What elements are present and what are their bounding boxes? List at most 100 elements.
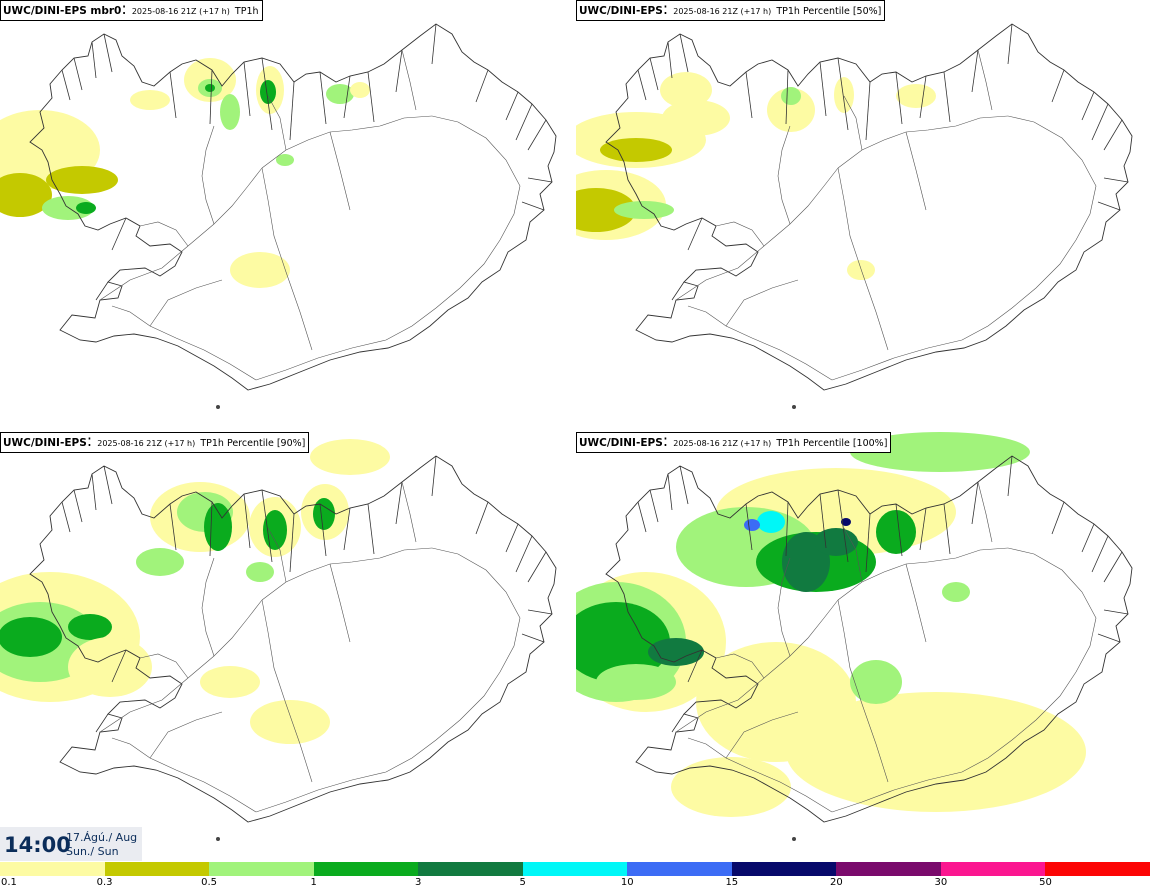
road-line	[255, 239, 501, 381]
panel-title: UWC/DINI-EPS: 2025-08-16 21Z (+17 h) TP1…	[576, 0, 886, 21]
panel-variable-label: TP1h Percentile [50%]	[776, 6, 882, 17]
precipitation-map	[576, 23, 1133, 409]
fjord-line	[475, 501, 489, 535]
precip-field	[0, 58, 370, 288]
precip-area	[847, 260, 875, 280]
fjord-line	[103, 465, 113, 505]
coastline	[29, 23, 557, 391]
fjord-line	[209, 69, 213, 125]
road-line	[905, 563, 927, 643]
legend-tick-label: 20	[829, 877, 843, 888]
fjord-line	[243, 493, 251, 549]
fjord-line	[1091, 535, 1109, 573]
fjord-line	[91, 41, 97, 79]
fjord-line	[865, 513, 871, 573]
island-marker	[792, 405, 796, 409]
precip-area	[576, 602, 670, 682]
panel-date-label: 2025-08-16 21Z (+17 h)	[673, 7, 772, 16]
island-marker	[792, 837, 796, 841]
precipitation-map	[0, 439, 557, 841]
coastline	[605, 455, 1133, 823]
road-line	[261, 167, 313, 351]
fjord-line	[667, 41, 673, 79]
road-line	[99, 599, 263, 733]
road-line	[843, 527, 863, 583]
map-panel-p90: UWC/DINI-EPS: 2025-08-16 21Z (+17 h) TP1…	[0, 432, 574, 862]
road-line	[401, 49, 417, 111]
fjord-line	[343, 507, 351, 551]
fjord-line	[971, 481, 979, 525]
road-line	[329, 563, 351, 643]
legend-swatch	[522, 862, 628, 876]
precip-field	[576, 432, 1086, 817]
panel-title: UWC/DINI-EPS: 2025-08-16 21Z (+17 h) TP1…	[0, 432, 310, 453]
legend-swatch	[627, 862, 733, 876]
precipitation-map	[0, 23, 557, 409]
fjord-line	[431, 455, 437, 497]
road-line	[977, 481, 993, 543]
fjord-line	[505, 523, 519, 553]
legend-tick-label: 30	[934, 877, 948, 888]
fjord-line	[895, 503, 903, 557]
fjord-line	[527, 609, 553, 615]
map-panel-p100: UWC/DINI-EPS: 2025-08-16 21Z (+17 h) TP1…	[576, 432, 1150, 862]
road-line	[687, 737, 833, 813]
precip-area	[0, 617, 62, 657]
valid-time-box: 14:00 17.Ágú./ Aug Sun./ Sun	[0, 827, 142, 861]
precip-area	[814, 528, 858, 556]
map-panel-mbr0: UWC/DINI-EPS mbr0: 2025-08-16 21Z (+17 h…	[0, 0, 574, 430]
road-line	[139, 653, 189, 679]
precip-area	[313, 498, 335, 530]
fjord-line	[505, 91, 519, 121]
fjord-line	[103, 33, 113, 73]
precip-area	[576, 188, 636, 232]
road-line	[837, 167, 889, 351]
precip-area	[662, 100, 730, 136]
fjord-line	[515, 103, 533, 141]
fjord-line	[61, 69, 71, 101]
fjord-line	[367, 503, 375, 555]
precip-area	[781, 87, 801, 105]
valid-day: Sun./ Sun	[66, 845, 119, 858]
road-line	[201, 125, 215, 225]
fjord-line	[649, 57, 659, 91]
road-line	[431, 115, 521, 241]
precip-area	[136, 548, 184, 576]
road-line	[715, 653, 765, 679]
precip-area	[46, 166, 118, 194]
fjord-line	[521, 633, 545, 643]
road-line	[905, 131, 927, 211]
fjord-line	[395, 49, 403, 93]
road-network	[675, 49, 1097, 381]
road-network	[99, 49, 521, 381]
legend-swatch	[0, 862, 106, 876]
panel-date-label: 2025-08-16 21Z (+17 h)	[131, 7, 230, 16]
panel-variable-label: TP1h	[234, 6, 259, 17]
precip-field	[0, 439, 390, 744]
road-line	[725, 711, 799, 759]
fjord-line	[1103, 177, 1129, 183]
road-line	[267, 527, 287, 583]
precip-area	[600, 138, 672, 162]
fjord-line	[319, 503, 327, 557]
precip-area	[850, 432, 1030, 472]
road-line	[837, 115, 1009, 169]
panel-date-label: 2025-08-16 21Z (+17 h)	[673, 439, 772, 448]
panel-title: UWC/DINI-EPS mbr0: 2025-08-16 21Z (+17 h…	[0, 0, 263, 21]
precip-area	[220, 94, 240, 130]
precip-area	[42, 196, 94, 220]
fjord-line	[919, 507, 927, 551]
legend-tick-label: 0.3	[96, 877, 113, 888]
fjord-line	[679, 465, 689, 505]
fjord-line	[95, 713, 109, 733]
fjord-line	[637, 501, 647, 533]
fjord-line	[745, 71, 753, 119]
coastline-path	[605, 455, 1133, 823]
fjord-line	[919, 75, 927, 119]
fjord-line	[1081, 523, 1095, 553]
road-line	[977, 49, 993, 111]
fjord-line	[1103, 119, 1123, 151]
legend-swatch	[940, 862, 1046, 876]
legend-swatch	[313, 862, 419, 876]
island-marker	[216, 837, 220, 841]
